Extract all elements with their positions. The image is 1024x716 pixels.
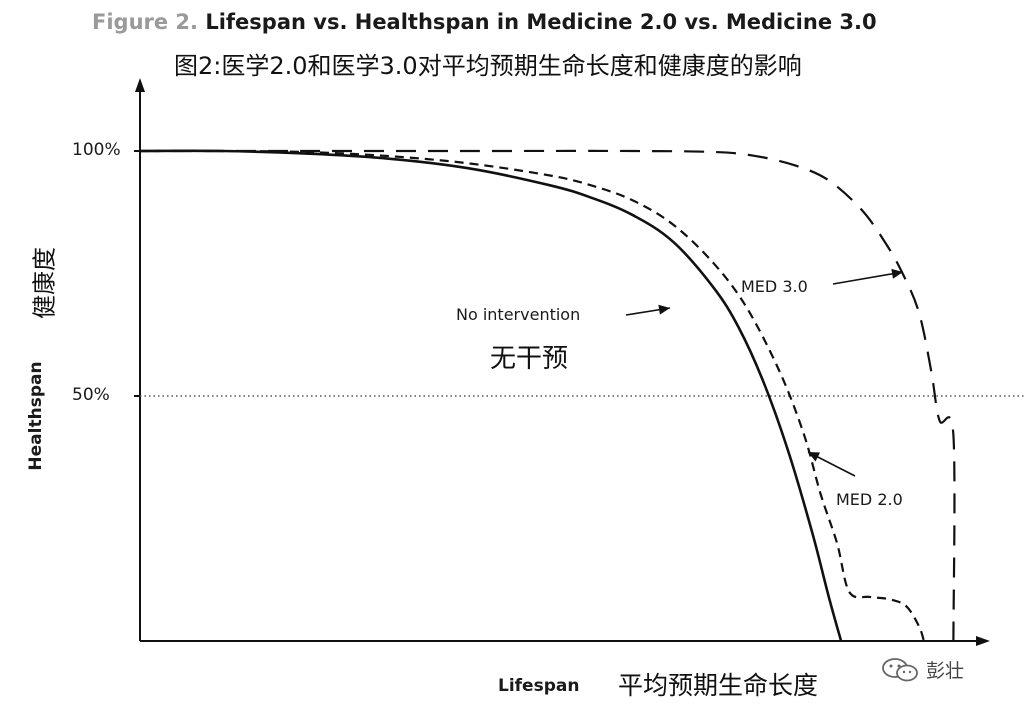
x-axis-label-zh: 平均预期生命长度 [618,671,819,700]
y-axis-label: Healthspan [26,361,46,471]
title-text: Lifespan vs. Healthspan in Medicine 2.0 … [205,10,877,34]
series-line-med-2-0 [139,149,925,642]
med3-arrow-line [832,271,904,285]
y-tick-label-100: 100% [72,140,121,160]
med3-label: MED 3.0 [741,277,808,296]
y-axis-arrowhead [135,78,145,92]
chart-subtitle-zh: 图2:医学2.0和医学3.0对平均预期生命长度和健康度的影响 [174,52,802,80]
wechat-icon [882,657,918,681]
y-ticks [134,150,140,397]
figure-number: Figure 2. [92,10,199,34]
med2-label: MED 2.0 [836,490,903,509]
watermark: 彭壮 [880,656,964,683]
chart-title: Figure 2. Lifespan vs. Healthspan in Med… [92,10,877,34]
y-axis-label-zh: 健康度 [30,247,59,319]
med3-arrow-head [891,268,903,279]
med2-arrow-head [808,452,821,462]
x-axis-label: Lifespan [498,676,580,696]
watermark-text: 彭壮 [926,660,965,682]
no-intervention-arrow-head [658,304,670,315]
y-tick-label-50: 50% [72,385,110,405]
x-axis-arrowhead [976,636,990,646]
series-line-no-intervention [139,149,843,642]
annotation-arrows [625,268,904,477]
no-intervention-label: No intervention [456,305,581,324]
no-intervention-label-zh: 无干预 [490,344,569,374]
series-line-med-3-0 [140,149,956,642]
series-layer [139,149,956,642]
